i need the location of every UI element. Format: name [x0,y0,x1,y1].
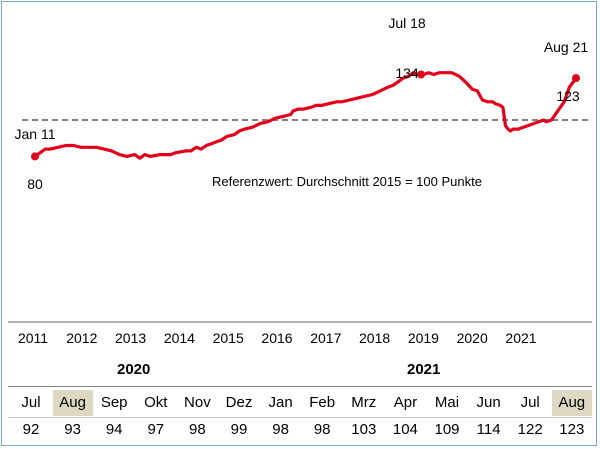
x-tick-label: 2018 [359,330,390,346]
annotation-date: Jan 11 [15,126,56,142]
table-value: 114 [476,421,501,438]
annotation-date: Jul 18 [388,15,426,31]
table-month: Mai [434,394,460,411]
table-month: Mrz [351,394,377,411]
table-month: Apr [393,394,418,411]
table-top-rule [8,386,592,387]
x-tick-label: 2012 [66,330,97,346]
annotation-date: Aug 21 [544,39,589,55]
table-value: 97 [147,421,165,438]
table-value: 94 [105,421,123,438]
table-value: 122 [517,421,543,438]
table-mid-rule [8,417,592,418]
table-value: 98 [189,421,206,438]
table-month: Dez [225,394,253,411]
annotation-point [417,70,426,79]
table-month: Aug [551,390,592,416]
annotation-point [31,152,39,161]
labels-layer: Jan 11 80 Jul 18 134 Aug 21 123 [15,15,589,192]
table-month: Jul [520,394,540,411]
x-tick-label: 2016 [261,330,292,346]
table-value: 93 [64,421,81,438]
table-value: 123 [559,421,585,438]
reference-label: Referenzwert: Durchschnitt 2015 = 100 Pu… [212,174,482,189]
table-month: Nov [184,394,211,411]
x-tick-label: 2011 [18,330,48,346]
x-tick-label: 2019 [408,330,439,346]
x-ticks: 2011 2012 2013 2014 2015 2016 2017 2018 2019 2020… [18,330,537,346]
table-month: Okt [144,394,168,411]
table-value: 98 [272,421,289,438]
annotation-value: 134 [395,65,419,81]
x-tick-label: 2015 [213,330,244,346]
x-tick-label: 2020 [457,330,488,346]
table-month: Jan [268,394,293,411]
x-tick-label: 2017 [310,330,341,346]
table-value: 99 [230,421,248,438]
table-year-2021: 2021 [407,361,441,378]
x-tick-label: 2021 [505,330,536,346]
annotation-point [572,74,580,83]
table-month: Jun [476,394,501,411]
series-layer [34,71,578,160]
x-tick-label: 2013 [115,330,146,346]
table-value: 109 [434,421,460,438]
table-month: Feb [309,394,336,411]
series-line [34,71,578,160]
table-value: 103 [351,421,377,438]
annotation-value: 123 [556,88,580,104]
table-month: Sep [100,394,128,411]
annotation-value: 80 [27,176,43,192]
x-tick-label: 2014 [164,330,195,346]
table-value: 92 [22,421,40,438]
table-value: 104 [392,421,418,438]
table-year-2020: 2020 [117,361,151,378]
table-value: 98 [313,421,331,438]
table-month: Aug [52,390,93,416]
table-month: Jul [21,394,41,411]
